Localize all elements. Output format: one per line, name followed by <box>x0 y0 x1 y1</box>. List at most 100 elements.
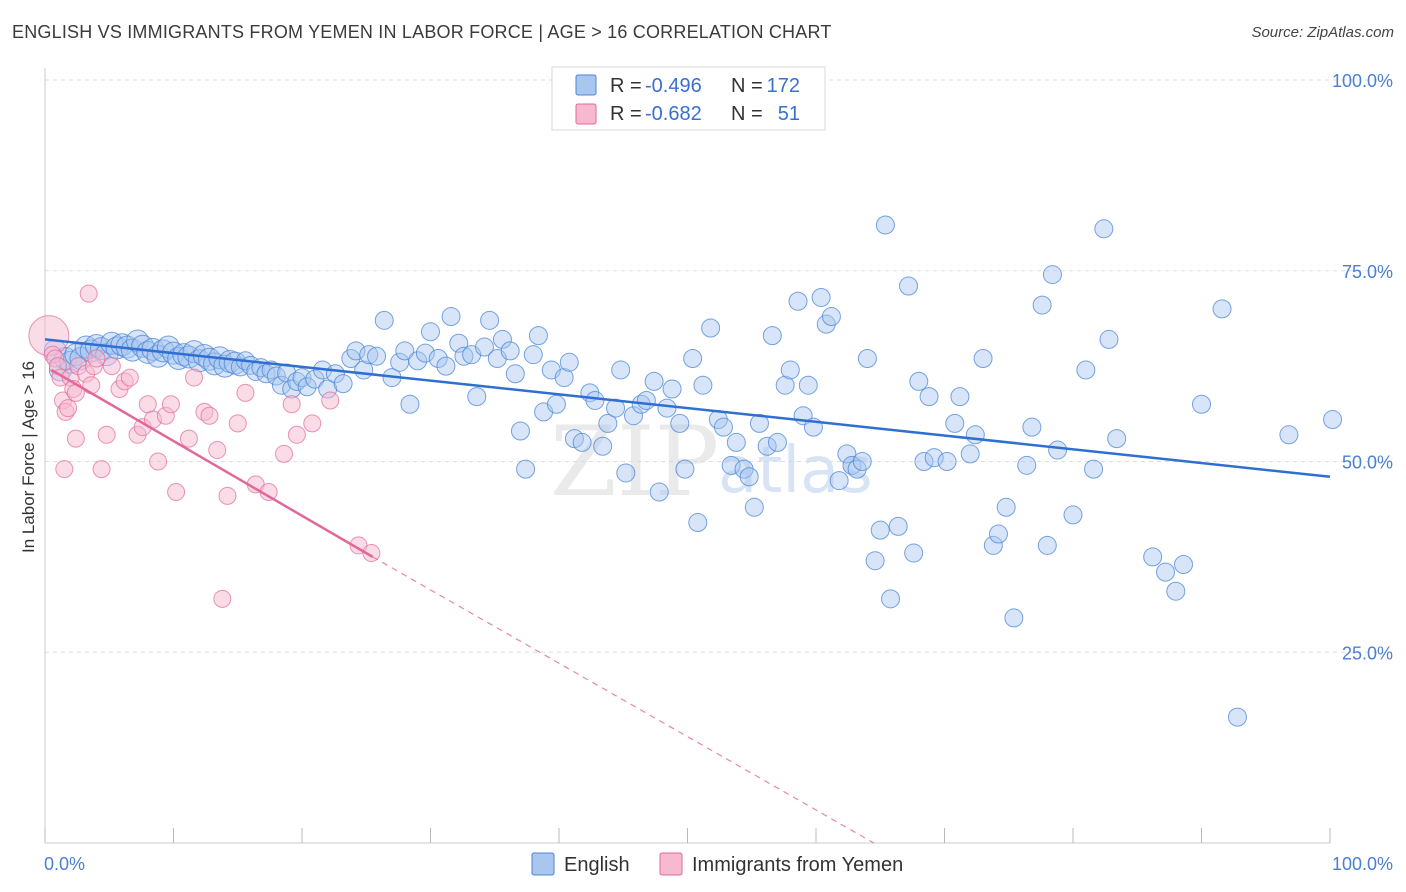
english-point-104 <box>657 398 677 418</box>
english-point-58 <box>359 345 379 365</box>
english-point-117 <box>739 467 759 487</box>
english-point-142 <box>888 516 908 536</box>
english-point-107 <box>675 459 695 479</box>
yemen-point-7 <box>59 399 78 418</box>
axes <box>44 68 1331 844</box>
y-tick-label-3: 100.0% <box>1332 71 1393 91</box>
english-point-155 <box>983 535 1003 555</box>
english-point-145 <box>909 371 929 391</box>
english-point-127 <box>798 375 818 395</box>
english-point-153 <box>965 425 985 445</box>
english-point-158 <box>1004 608 1024 628</box>
english-point-63 <box>395 341 415 361</box>
series-yemen-points <box>28 284 381 608</box>
english-point-173 <box>1166 581 1186 601</box>
english-point-108 <box>683 348 703 368</box>
english-point-88 <box>554 368 574 388</box>
legend-swatch-english <box>575 74 597 96</box>
english-point-114 <box>721 455 741 475</box>
english-point-161 <box>1032 295 1052 315</box>
yemen-point-37 <box>208 441 227 460</box>
english-point-138 <box>865 551 885 571</box>
english-point-66 <box>415 343 435 363</box>
yemen-point-40 <box>228 414 247 433</box>
english-point-97 <box>611 360 631 380</box>
english-point-154 <box>973 348 993 368</box>
legend-r-value-english: -0.496 <box>645 75 702 97</box>
english-point-119 <box>749 413 769 433</box>
yemen-point-16 <box>82 376 101 395</box>
yemen-point-41 <box>236 383 255 402</box>
yemen-point-31 <box>161 395 180 414</box>
grid-lines <box>45 79 1392 653</box>
english-point-42 <box>261 360 281 380</box>
english-point-54 <box>333 374 353 394</box>
english-point-95 <box>598 413 618 433</box>
yemen-point-19 <box>92 460 111 479</box>
english-point-101 <box>636 390 656 410</box>
english-point-99 <box>624 406 644 426</box>
english-point-151 <box>950 387 970 407</box>
yemen-point-29 <box>149 452 168 471</box>
bottom-legend-swatch-english <box>531 852 555 876</box>
legend-n-label-2: N = <box>731 103 763 125</box>
yemen-point-46 <box>287 425 306 444</box>
english-point-94 <box>593 436 613 456</box>
x-tick-label-0: 0.0% <box>44 854 85 874</box>
yemen-point-48 <box>321 391 340 410</box>
yemen-point-34 <box>185 368 204 387</box>
yemen-point-45 <box>282 395 301 414</box>
english-point-84 <box>528 326 548 346</box>
yemen-point-50 <box>362 544 381 563</box>
english-point-139 <box>870 520 890 540</box>
english-point-111 <box>701 318 721 338</box>
english-point-89 <box>559 352 579 372</box>
english-point-144 <box>904 543 924 563</box>
yemen-point-38 <box>213 589 232 608</box>
english-point-165 <box>1063 505 1083 525</box>
english-point-87 <box>546 394 566 414</box>
english-point-67 <box>421 322 440 342</box>
english-trend-line <box>44 338 1331 479</box>
legend-r-label-1: R = <box>610 75 642 97</box>
english-point-118 <box>744 497 764 517</box>
english-point-131 <box>821 307 841 327</box>
yemen-point-24 <box>120 368 139 387</box>
english-point-44 <box>271 375 291 395</box>
y-tick-label-1: 50.0% <box>1342 453 1393 473</box>
english-point-70 <box>441 307 461 327</box>
english-point-134 <box>842 455 862 475</box>
english-point-81 <box>510 421 530 441</box>
english-point-147 <box>919 387 939 407</box>
english-point-105 <box>662 379 682 399</box>
english-point-71 <box>449 333 469 353</box>
english-point-124 <box>780 360 800 380</box>
y-axis-label: In Labor Force | Age > 16 <box>19 361 38 553</box>
english-point-43 <box>266 366 286 386</box>
english-point-163 <box>1042 265 1062 285</box>
english-point-169 <box>1099 329 1119 349</box>
english-point-149 <box>937 452 957 471</box>
legend-r-value-yemen: -0.682 <box>645 103 702 125</box>
english-point-64 <box>400 394 420 414</box>
english-point-179 <box>1323 410 1343 430</box>
legend-n-value-yemen: 51 <box>778 103 800 125</box>
english-point-160 <box>1022 417 1042 437</box>
chart-title: ENGLISH VS IMMIGRANTS FROM YEMEN IN LABO… <box>12 22 832 42</box>
english-point-176 <box>1212 299 1232 319</box>
english-point-146 <box>914 452 934 471</box>
yemen-point-20 <box>97 425 116 444</box>
english-point-80 <box>505 364 525 384</box>
english-point-109 <box>688 513 708 533</box>
english-point-60 <box>374 310 394 330</box>
english-point-115 <box>726 432 746 452</box>
english-point-171 <box>1143 547 1163 567</box>
yemen-point-44 <box>275 444 294 463</box>
english-point-177 <box>1227 707 1247 727</box>
yemen-trend-line <box>50 368 374 558</box>
english-point-156 <box>988 524 1008 544</box>
english-point-157 <box>996 497 1016 517</box>
yemen-point-36 <box>200 406 219 425</box>
series-legend: English Immigrants from Yemen <box>531 852 903 876</box>
yemen-point-27 <box>138 395 157 414</box>
